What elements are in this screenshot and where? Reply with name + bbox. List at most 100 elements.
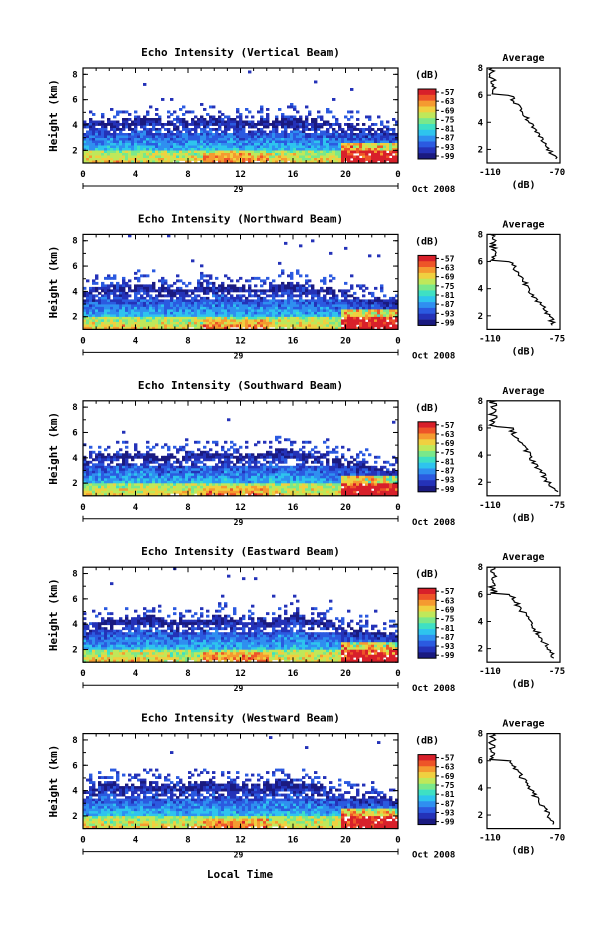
heatmap-cell [239,304,243,308]
heatmap-cell [269,143,273,146]
heatmap-cell [83,155,87,159]
heatmap-cell [185,110,189,114]
heatmap-cell [278,120,282,124]
heatmap-cell [152,470,156,474]
heatmap-cell [104,289,108,293]
heatmap-cell [284,135,288,139]
heatmap-cell [143,299,147,303]
heatmap-cell [149,473,153,477]
heatmap-cell [347,316,351,320]
heatmap-cell [128,465,132,469]
heatmap-cell [383,125,387,129]
heatmap-cell [383,155,387,159]
colorbar-swatch [418,267,436,274]
heatmap-cell [347,145,351,149]
heatmap-cell [188,155,192,159]
heatmap-cell [392,160,396,164]
heatmap-cell [395,138,399,141]
heatmap-cell [383,133,387,136]
heatmap-cell [116,281,120,285]
heatmap-cell [164,158,168,161]
heatmap-cell [296,311,300,315]
heatmap-cell [155,480,159,484]
heatmap-cell [293,108,297,111]
heatmap-cell [215,135,219,139]
heatmap-cell [191,493,195,497]
heatmap-cell [89,455,93,459]
heatmap-cell [101,463,105,467]
heatmap-cell [344,314,348,318]
heatmap-cell [278,138,282,141]
heatmap-cell [161,281,165,285]
heatmap-cell [155,148,159,151]
heatmap-cell [98,463,102,467]
heatmap-cell [173,316,177,320]
heatmap-cell [239,145,243,149]
heatmap-cell [122,493,126,497]
heatmap-cell [341,133,345,136]
heatmap-cell [311,296,315,300]
heatmap-cell [350,148,354,151]
heatmap-cell [134,145,138,149]
heatmap-cell [134,478,138,482]
heatmap-cell [281,153,285,156]
heatmap-cell [125,314,129,318]
heatmap-cell [305,118,309,121]
heatmap-cell [248,309,252,313]
heatmap-cell [317,128,321,131]
heatmap-cell [341,140,345,144]
heatmap-cell [140,483,144,487]
heatmap-cell [260,468,264,472]
heatmap-cell [179,326,183,330]
heatmap-cell [212,135,216,139]
heatmap-cell [236,319,240,323]
heatmap-cell [296,281,300,285]
heatmap-cell [182,309,186,313]
heatmap-cell [188,123,192,126]
heatmap-cell [197,480,201,484]
x-tick-label: 8 [185,170,190,180]
heatmap-cell [185,289,189,293]
heatmap-cell [176,160,180,164]
heatmap-cell [182,143,186,146]
heatmap-cell [110,304,114,308]
heatmap-cell [89,150,93,154]
heatmap-cell [347,326,351,330]
heatmap-cell [113,301,117,305]
heatmap-cell [272,455,276,459]
heatmap-cell [230,488,234,492]
heatmap-cell [200,304,204,308]
heatmap-cell [98,140,102,144]
heatmap-cell [257,478,261,482]
heatmap-cell [146,445,150,449]
heatmap-cell [332,150,336,154]
heatmap-cell [269,470,273,474]
heatmap-cell [167,490,171,494]
heatmap-cell [170,130,174,134]
heatmap-cell [92,113,96,116]
heatmap-cell [305,291,309,295]
heatmap-cell [110,155,114,159]
heatmap-cell [242,480,246,484]
heatmap-cell [209,470,213,474]
heatmap-cell [113,321,117,325]
heatmap-cell [119,324,123,328]
heatmap-cell [281,468,285,472]
heatmap-cell [302,158,306,161]
heatmap-cell [146,120,150,124]
heatmap-cell [167,110,171,114]
heatmap-cell [302,120,306,124]
heatmap-cell [332,321,336,325]
heatmap-cell [227,153,231,156]
heatmap-cell [92,483,96,487]
heatmap-cell [155,133,159,136]
heatmap-cell [287,153,291,156]
heatmap-cell [356,135,360,139]
heatmap-cell [182,145,186,149]
heatmap-cell [200,148,204,151]
heatmap-cell [188,306,192,310]
heatmap-cell [149,478,153,482]
heatmap-cell [359,128,363,131]
heatmap-cell [335,143,339,146]
heatmap-cell [287,306,291,310]
